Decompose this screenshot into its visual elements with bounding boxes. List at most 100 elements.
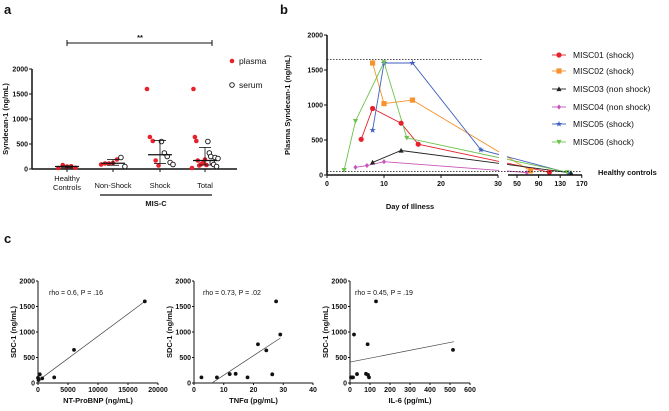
x-axis-label: Day of Illness	[386, 202, 434, 211]
data-point-misc04	[381, 159, 387, 165]
serum-point	[170, 161, 176, 168]
serum-point	[122, 163, 128, 170]
plasma-point	[192, 134, 198, 140]
x-tick-label: 400	[424, 387, 436, 394]
data-point	[256, 342, 260, 347]
data-point-misc02	[527, 168, 534, 174]
y-tick-label: 2000	[175, 278, 191, 285]
data-point-misc02	[370, 60, 376, 66]
data-point	[367, 375, 371, 380]
data-point-misc03	[398, 147, 404, 153]
y-tick-label: 0	[319, 173, 323, 180]
data-point	[227, 372, 232, 376]
legend-plasma-label: plasma	[239, 56, 267, 66]
y-tick-label: 0	[343, 380, 347, 387]
data-point	[365, 342, 370, 347]
x-tick-label: 50	[513, 181, 521, 188]
series-line-misc03	[372, 150, 572, 174]
data-point-misc06	[381, 60, 387, 65]
data-point	[40, 376, 45, 381]
y-tick-label: 500	[16, 142, 28, 149]
data-point	[278, 332, 283, 337]
legend-label: MISC01 (shock)	[573, 50, 634, 60]
x-tick-label: 15000	[118, 387, 138, 394]
correlation-annotation: rho = 0.6, P = .16	[49, 290, 103, 297]
legend-marker	[556, 68, 562, 74]
regression-line	[349, 341, 455, 363]
correlation-annotation: rho = 0.45, P = .19	[355, 290, 413, 297]
serum-point	[205, 138, 211, 145]
x-tick-label: 40	[309, 387, 317, 394]
y-axis-label: SDC-1 (ng/mL)	[165, 305, 174, 358]
y-tick-label: 1500	[331, 304, 347, 311]
data-point	[36, 378, 41, 382]
x-tick-label: 10000	[88, 387, 108, 394]
data-point	[274, 299, 279, 304]
data-point	[351, 375, 355, 380]
y-tick-label: 1000	[12, 117, 28, 124]
panel-label-c: c	[4, 231, 11, 246]
y-tick-label: 1500	[12, 92, 28, 99]
data-point-misc05	[369, 126, 376, 133]
plasma-point	[156, 163, 161, 168]
plasma-point	[153, 158, 158, 163]
y-tick-label: 2000	[331, 278, 347, 285]
x-tick-label: 0	[36, 387, 40, 394]
legend-serum-marker	[229, 82, 235, 88]
legend-marker	[556, 52, 562, 58]
x-tick-label: 10	[380, 181, 388, 188]
correlation-annotation: rho = 0.73, P = .02	[203, 290, 261, 297]
plasma-point	[150, 138, 156, 144]
y-tick-label: 500	[23, 355, 35, 362]
x-tick-label: 30	[279, 387, 287, 394]
y-tick-label: 0	[31, 380, 35, 387]
data-point	[142, 299, 147, 304]
data-point	[352, 332, 356, 337]
data-point-misc04	[364, 162, 369, 169]
plasma-point	[144, 86, 150, 92]
category-label: Total	[197, 181, 213, 190]
legend-marker	[556, 104, 562, 110]
y-tick-label: 1000	[19, 329, 35, 336]
data-point-misc05	[477, 146, 485, 153]
panel-b-chart: Healthy controls 0 500 1000 1500 2000 0 10 20 30 5…	[283, 30, 657, 211]
x-axis-label: IL-6 (pg/mL)	[389, 396, 432, 405]
plasma-point	[191, 86, 196, 92]
regression-line	[211, 337, 281, 384]
data-point-misc06	[352, 119, 359, 124]
data-point-misc05	[409, 59, 416, 66]
legend-label: MISC05 (shock)	[573, 119, 634, 129]
legend-marker	[555, 120, 563, 127]
legend-serum-label: serum	[239, 80, 263, 90]
legend-label: MISC04 (non shock)	[573, 102, 651, 112]
x-tick-label: 5000	[60, 387, 76, 394]
legend-marker	[556, 139, 562, 145]
y-tick-label: 1000	[307, 103, 323, 110]
y-tick-label: 1000	[175, 329, 191, 336]
x-tick-label: 170	[576, 181, 588, 188]
x-tick-label: 20	[437, 181, 445, 188]
y-tick-label: 500	[311, 138, 323, 145]
y-tick-label: 500	[335, 355, 347, 362]
panel-label-a: a	[4, 2, 12, 17]
data-point	[233, 371, 238, 376]
x-tick-label: 20	[250, 387, 258, 394]
x-tick-label: 130	[554, 181, 566, 188]
category-label-line2: Controls	[53, 183, 81, 192]
x-tick-label: 600	[464, 387, 476, 394]
x-tick-label: 300	[404, 387, 416, 394]
data-point	[374, 299, 378, 304]
x-tick-label: 0	[325, 181, 329, 188]
series-line-misc02	[372, 62, 531, 172]
data-point-misc01	[546, 169, 553, 175]
x-tick-label: 30	[494, 181, 502, 188]
legend-label: MISC06 (shock)	[573, 137, 634, 147]
serum-point	[118, 154, 124, 161]
y-tick-label: 1500	[307, 68, 323, 75]
data-point-misc06	[404, 135, 410, 141]
x-tick-label: 0	[348, 387, 352, 394]
y-tick-label: 1500	[175, 304, 191, 311]
data-point	[451, 347, 455, 352]
